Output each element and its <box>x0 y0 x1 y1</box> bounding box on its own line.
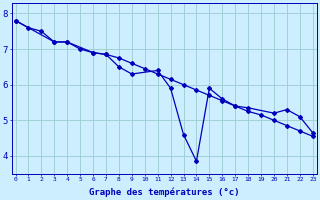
X-axis label: Graphe des températures (°c): Graphe des températures (°c) <box>89 188 239 197</box>
